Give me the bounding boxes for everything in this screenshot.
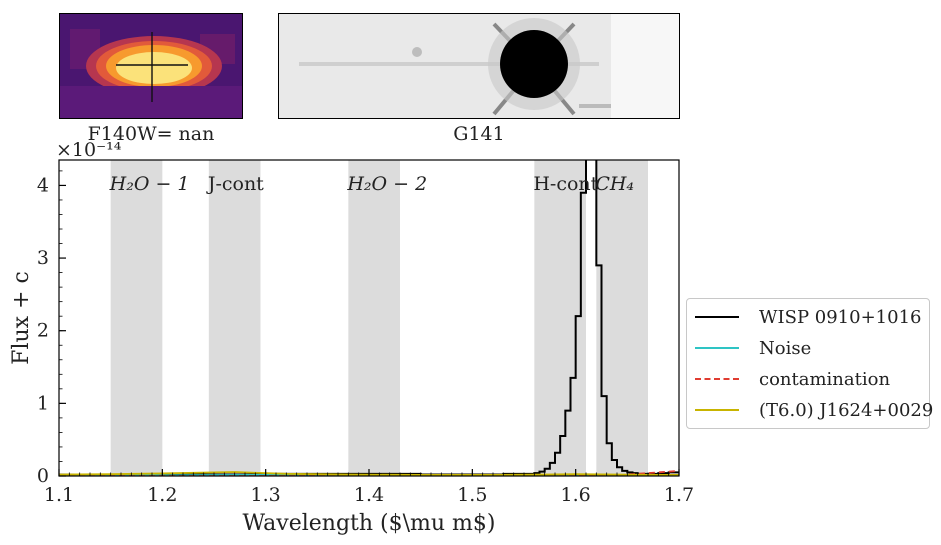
- y-tick-label-0: 0: [37, 465, 49, 487]
- x-tick-label-3: 1.4: [354, 484, 384, 506]
- direct-image: [60, 14, 242, 118]
- legend-swatch-0: [695, 316, 739, 318]
- legend-label-1: Noise: [759, 337, 812, 359]
- y-tick-label-1: 1: [37, 392, 49, 414]
- x-tick-label-2: 1.3: [251, 484, 281, 506]
- direct-image-thumbnail: [59, 13, 243, 119]
- legend-item-3: (T6.0) J1624+0029: [695, 397, 933, 423]
- legend-item-0: WISP 0910+1016: [695, 304, 921, 330]
- x-tick-label-6: 1.7: [664, 484, 694, 506]
- band-2: [348, 160, 400, 476]
- direct-image-label: F140W= nan: [87, 123, 215, 145]
- band-0: [110, 160, 163, 476]
- y-tick-label-3: 3: [37, 247, 49, 269]
- grism-image-label: G141: [453, 123, 505, 145]
- x-tick-label-0: 1.1: [44, 484, 74, 506]
- band-3: [534, 160, 586, 476]
- legend-swatch-1: [695, 347, 739, 349]
- y-tick-label-4: 4: [37, 174, 49, 196]
- y-offset-text: ×10⁻¹⁴: [56, 139, 122, 161]
- y-axis-label: Flux + c: [9, 271, 34, 365]
- x-tick-label-1: 1.2: [147, 484, 177, 506]
- band-label-0: H₂O − 1: [109, 173, 190, 195]
- x-tick-label-4: 1.5: [457, 484, 487, 506]
- chart-legend: WISP 0910+1016 Noise contamination (T6.0) J…: [686, 298, 933, 429]
- band-label-2: H₂O − 2: [346, 173, 427, 195]
- band-1: [208, 160, 261, 476]
- grism-image-thumbnail: [278, 13, 680, 119]
- x-tick-label-5: 1.6: [561, 484, 591, 506]
- legend-label-0: WISP 0910+1016: [759, 306, 922, 328]
- band-4: [596, 160, 648, 476]
- legend-item-1: Noise: [695, 335, 811, 361]
- grism-image: [279, 14, 679, 118]
- band-label-4: CH₄: [595, 173, 634, 195]
- band-label-1: J-cont: [206, 173, 264, 195]
- series-line-0: [59, 160, 679, 476]
- legend-label-2: contamination: [759, 368, 891, 390]
- legend-item-2: contamination: [695, 366, 890, 392]
- legend-label-3: (T6.0) J1624+0029: [759, 399, 934, 421]
- legend-swatch-3: [695, 409, 739, 411]
- band-label-3: H-cont: [533, 173, 598, 195]
- x-axis-label: Wavelength ($\mu m$): [242, 511, 495, 536]
- legend-swatch-2: [695, 378, 739, 380]
- y-tick-label-2: 2: [37, 320, 49, 342]
